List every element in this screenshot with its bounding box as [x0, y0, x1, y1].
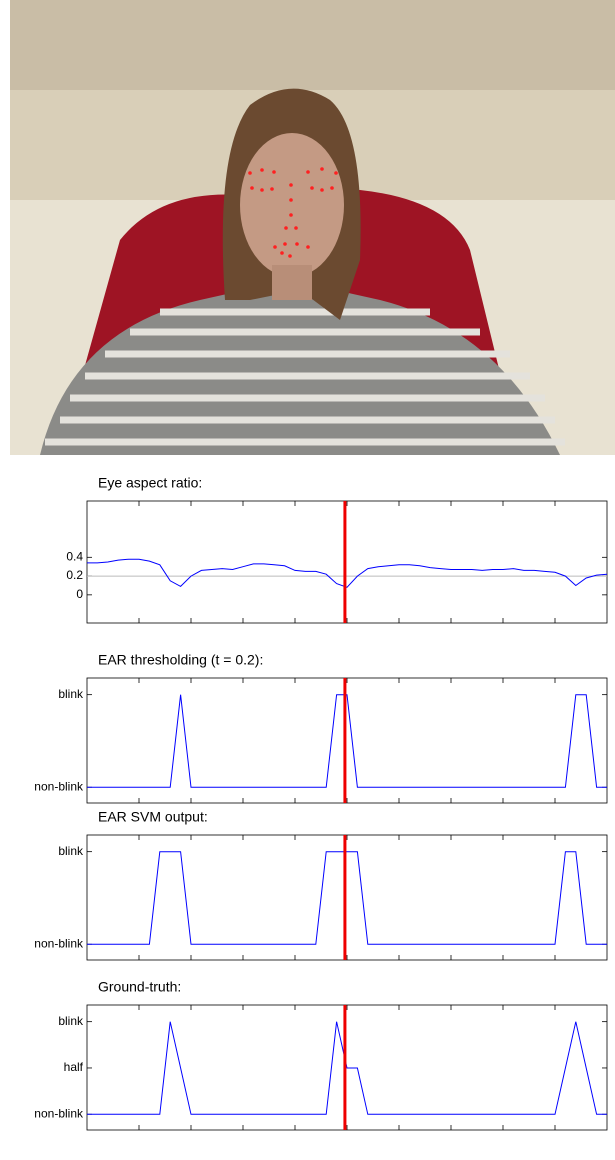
y-tick-label: half	[64, 1060, 84, 1074]
y-tick-label: 0	[76, 587, 83, 601]
chart-title: EAR SVM output:	[98, 809, 208, 825]
chart-title: Eye aspect ratio:	[98, 475, 202, 491]
y-tick-label: 0.2	[66, 568, 83, 582]
y-tick-label: blink	[58, 687, 84, 701]
data-line	[87, 851, 607, 945]
y-tick-label: 0.4	[66, 549, 83, 563]
plot-frame	[86, 834, 608, 961]
chart-title: Ground-truth:	[98, 979, 181, 995]
plot-frame	[86, 500, 608, 624]
data-line	[87, 558, 608, 588]
y-tick-label: non-blink	[34, 1106, 84, 1120]
chart-title: EAR thresholding (t = 0.2):	[98, 652, 263, 668]
data-line	[87, 1021, 607, 1115]
y-tick-label: blink	[58, 1014, 84, 1028]
y-tick-label: non-blink	[34, 936, 84, 950]
webcam-frame	[10, 0, 615, 455]
y-tick-label: non-blink	[34, 779, 84, 793]
y-tick-label: blink	[58, 844, 84, 858]
data-line	[87, 694, 607, 788]
